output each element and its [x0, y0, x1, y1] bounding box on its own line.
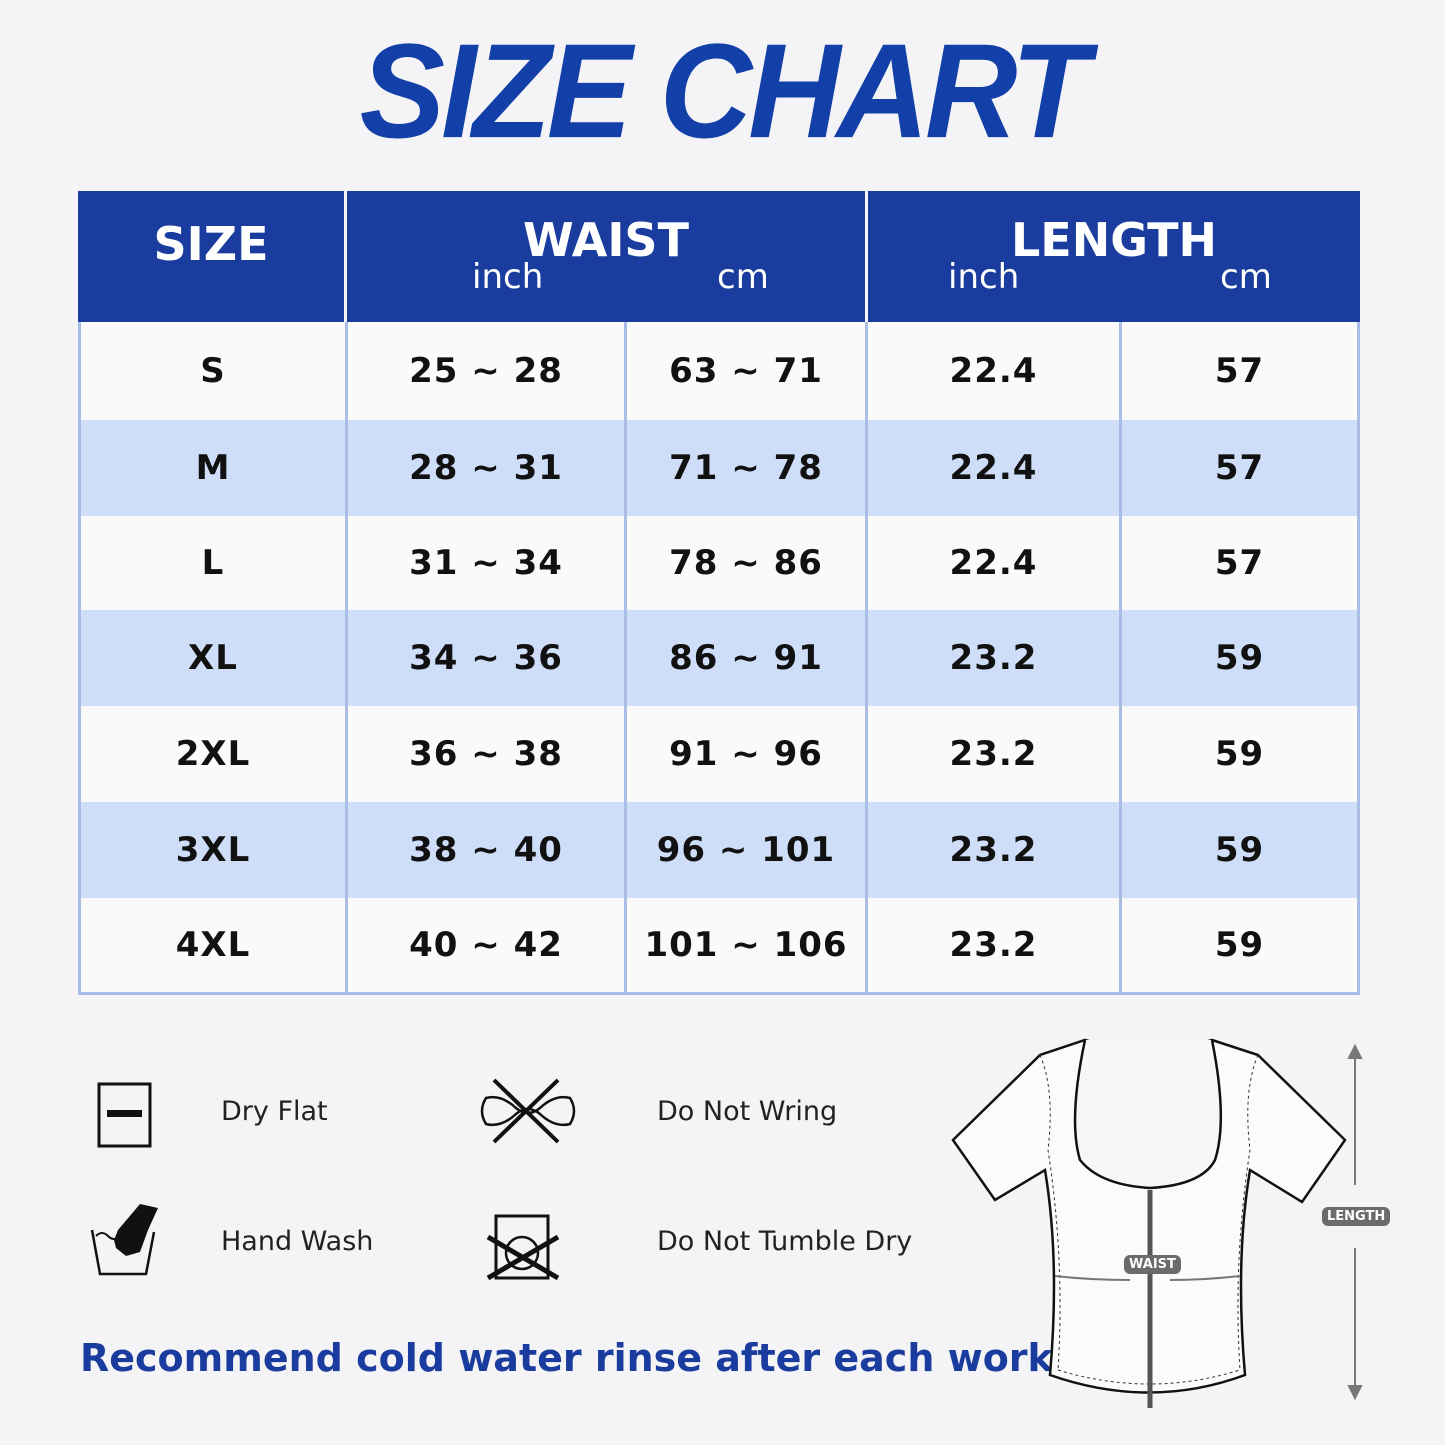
header-size: SIZE — [78, 191, 344, 322]
cell-size: M — [81, 420, 348, 516]
table-row: S 25 ~ 28 63 ~ 71 22.4 57 — [81, 322, 1357, 420]
cell-waist-cm: 91 ~ 96 — [627, 706, 868, 802]
cell-size: 3XL — [81, 802, 348, 898]
header-size-label: SIZE — [153, 217, 269, 271]
care-label-do-not-tumble-dry: Do Not Tumble Dry — [657, 1226, 913, 1257]
header-length-label: LENGTH — [1010, 213, 1218, 267]
cell-waist-cm: 78 ~ 86 — [627, 516, 868, 610]
cell-length-cm: 57 — [1214, 543, 1265, 583]
cell-waist-inch: 34 ~ 36 — [348, 610, 627, 706]
size-table: SIZE WAIST inch cm LENGTH inch cm S 25 ~ … — [78, 191, 1360, 995]
hand-wash-icon — [90, 1204, 158, 1276]
cell-waist-inch: 25 ~ 28 — [348, 322, 627, 420]
cell-waist-inch: 31 ~ 34 — [348, 516, 627, 610]
cell-length-inch: 22.4 — [868, 516, 1122, 610]
cell-waist-inch: 36 ~ 38 — [348, 706, 627, 802]
cell-size: 2XL — [81, 706, 348, 802]
cell-length-inch: 22.4 — [868, 322, 1122, 420]
cell-size: XL — [81, 610, 348, 706]
cell-waist-inch: 38 ~ 40 — [348, 802, 627, 898]
cell-waist-cm: 101 ~ 106 — [627, 898, 868, 992]
cell-size: S — [81, 322, 348, 420]
cell-waist-cm: 96 ~ 101 — [627, 802, 868, 898]
cell-length-inch: 23.2 — [868, 898, 1122, 992]
care-label-hand-wash: Hand Wash — [221, 1226, 374, 1257]
header-waist: WAIST inch cm — [347, 191, 865, 322]
page-title: SIZE CHART — [359, 16, 1090, 167]
table-body: S 25 ~ 28 63 ~ 71 22.4 57 M 28 ~ 31 71 ~ 78 22.4… — [78, 322, 1360, 995]
header-waist-inch: inch — [472, 257, 544, 297]
table-row: 4XL 40 ~ 42 101 ~ 106 23.2 59 — [81, 898, 1357, 992]
care-note: Recommend cold water rinse after each wo… — [80, 1336, 1138, 1380]
cell-waist-cm: 86 ~ 91 — [627, 610, 868, 706]
table-row: 3XL 38 ~ 40 96 ~ 101 23.2 59 — [81, 802, 1357, 898]
table-row: XL 34 ~ 36 86 ~ 91 23.2 59 — [81, 610, 1357, 706]
waist-tag: WAIST — [1124, 1255, 1181, 1274]
do-not-tumble-dry-icon — [486, 1214, 560, 1281]
cell-length-cm: 59 — [1214, 830, 1265, 870]
length-tag: LENGTH — [1322, 1207, 1391, 1226]
table-row: L 31 ~ 34 78 ~ 86 22.4 57 — [81, 516, 1357, 610]
length-arrow-icon — [1347, 1043, 1363, 1401]
cell-length-inch: 23.2 — [868, 610, 1122, 706]
cell-length-cm: 59 — [1214, 638, 1265, 678]
cell-size: L — [81, 516, 348, 610]
header-length-cm: cm — [1220, 257, 1272, 297]
waist-arrows-icon — [1054, 1275, 1241, 1281]
header-waist-label: WAIST — [523, 213, 689, 267]
dry-flat-icon — [97, 1082, 152, 1148]
cell-waist-cm: 63 ~ 71 — [627, 322, 868, 420]
cell-waist-inch: 40 ~ 42 — [348, 898, 627, 992]
care-label-dry-flat: Dry Flat — [221, 1096, 328, 1127]
header-waist-cm: cm — [717, 257, 769, 297]
do-not-wring-icon — [480, 1078, 576, 1144]
header-length-inch: inch — [948, 257, 1020, 297]
garment-diagram — [951, 1038, 1363, 1408]
care-label-do-not-wring: Do Not Wring — [657, 1096, 838, 1127]
table-row: M 28 ~ 31 71 ~ 78 22.4 57 — [81, 420, 1357, 516]
cell-length-cm: 57 — [1214, 448, 1265, 488]
cell-waist-cm: 71 ~ 78 — [627, 420, 868, 516]
table-row: 2XL 36 ~ 38 91 ~ 96 23.2 59 — [81, 706, 1357, 802]
cell-length-inch: 23.2 — [868, 802, 1122, 898]
cell-length-cm: 59 — [1214, 734, 1265, 774]
cell-waist-inch: 28 ~ 31 — [348, 420, 627, 516]
cell-length-cm: 59 — [1214, 925, 1265, 965]
cell-length-inch: 23.2 — [868, 706, 1122, 802]
cell-size: 4XL — [81, 898, 348, 992]
header-length: LENGTH inch cm — [868, 191, 1360, 322]
cell-length-cm: 57 — [1214, 351, 1265, 391]
cell-length-inch: 22.4 — [868, 420, 1122, 516]
